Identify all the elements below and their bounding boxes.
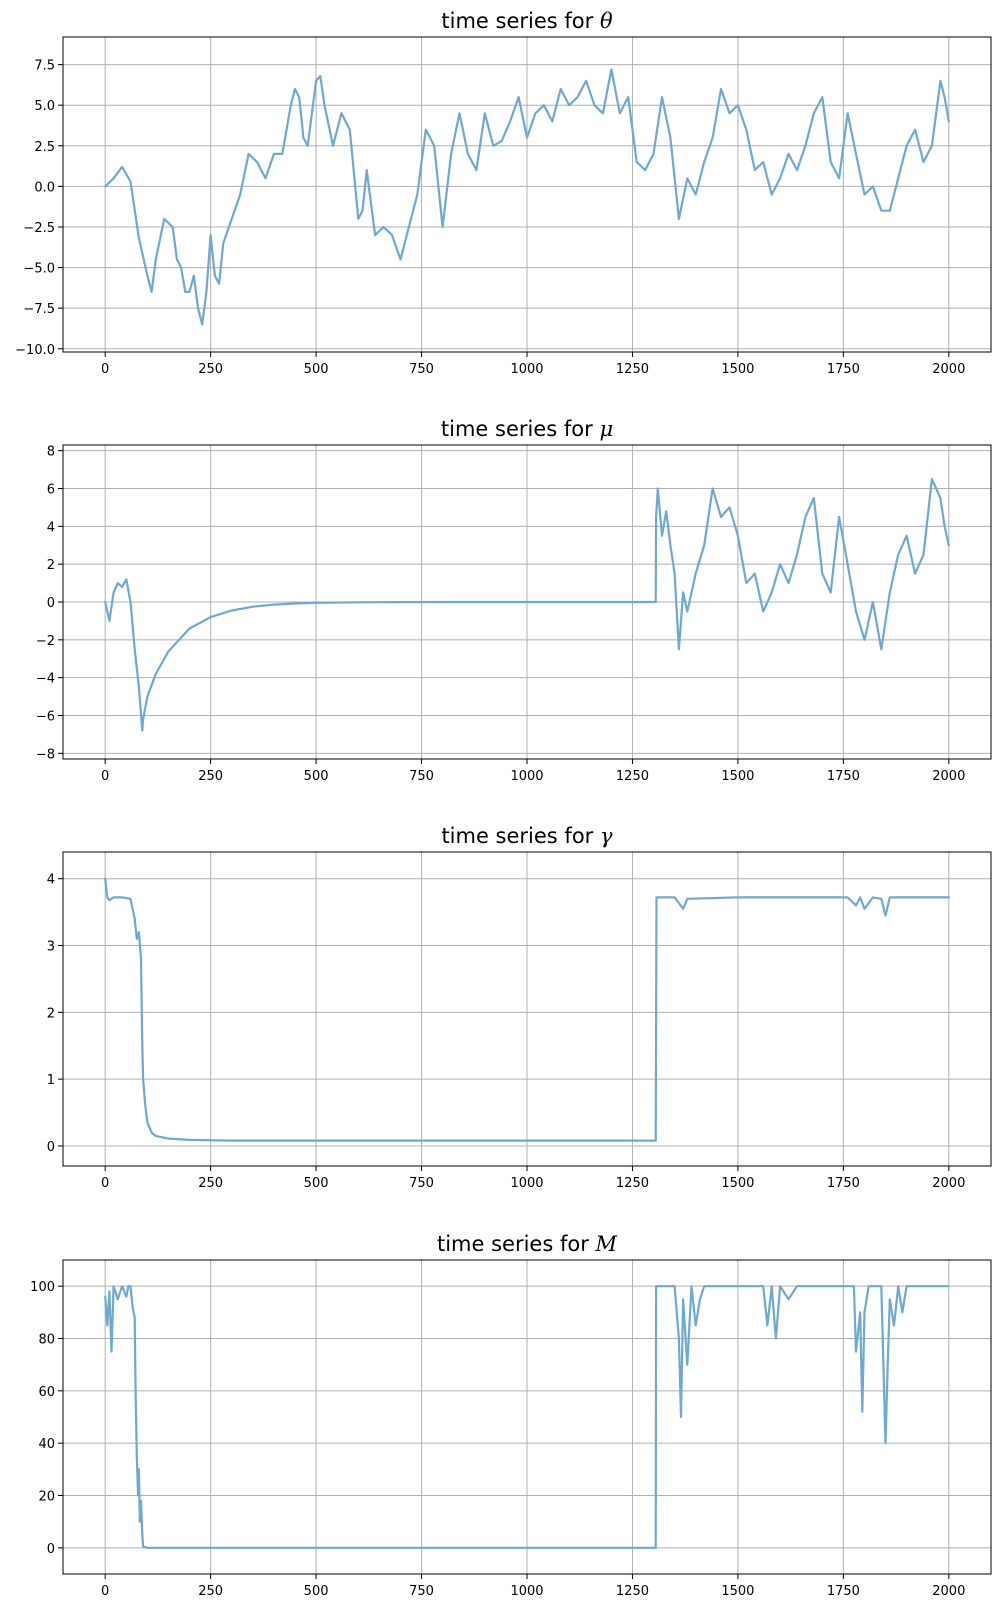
y-tick-label: 6 (47, 483, 55, 498)
x-tick-label: 750 (409, 362, 434, 377)
x-tick-label: 0 (101, 362, 109, 377)
chart-panel-1: 0 250 500 750 1000 1250 1500 1750 2000 −10.0 −7.5 −… (15, 9, 992, 377)
x-tick-label: 1000 (510, 1176, 543, 1191)
y-tick-label: 60 (38, 1385, 55, 1400)
y-tick-label: −7.5 (23, 302, 55, 317)
x-tick-label: 250 (198, 362, 223, 377)
x-tick-label: 250 (198, 1176, 223, 1191)
y-tick-label: −4 (36, 672, 55, 687)
y-tick-label: 7.5 (34, 59, 55, 74)
y-tick-label: −5.0 (23, 262, 55, 277)
chart-panel-4: 0 250 500 750 1000 1250 1500 1750 2000 0 20 40 60 80 1… (30, 1232, 992, 1599)
x-tick-label: 1000 (510, 1584, 543, 1599)
y-tick-label: 5.0 (34, 99, 55, 114)
y-tick-label: 4 (47, 873, 55, 888)
x-tick-label: 1500 (721, 362, 754, 377)
x-tick-label: 2000 (932, 362, 965, 377)
y-tick-label: −10.0 (15, 343, 55, 358)
chart-title-text: time series for (437, 1232, 596, 1256)
chart-title-symbol: μ (599, 417, 613, 441)
y-tick-label: 3 (47, 940, 55, 955)
y-tick-label: −2 (36, 634, 55, 649)
chart-title-symbol: γ (600, 824, 613, 848)
x-tick-label: 1500 (721, 1176, 754, 1191)
chart-title-symbol: M (595, 1232, 618, 1256)
x-tick-label: 1500 (721, 1584, 754, 1599)
x-tick-label: 1000 (510, 362, 543, 377)
y-tick-label: 2 (47, 558, 55, 573)
x-tick-label: 1250 (616, 362, 649, 377)
y-tick-label: 8 (47, 445, 55, 460)
chart-title-text: time series for (441, 824, 600, 848)
y-tick-label: 4 (47, 520, 55, 535)
x-tick-label: 1750 (827, 1584, 860, 1599)
y-tick-label: −8 (36, 747, 55, 762)
series-line (104, 68, 950, 326)
x-tick-label: 2000 (932, 1584, 965, 1599)
chart-title-text: time series for (441, 9, 600, 33)
x-tick-label: 2000 (932, 769, 965, 784)
x-tick-label: 750 (409, 1176, 434, 1191)
y-tick-label: 100 (30, 1280, 55, 1295)
chart-title: time series for θ (441, 9, 613, 33)
y-tick-label: −2.5 (23, 221, 55, 236)
x-tick-label: 1250 (616, 769, 649, 784)
y-tick-label: 0 (47, 1140, 55, 1155)
x-tick-label: 0 (101, 1176, 109, 1191)
x-tick-label: 1000 (510, 769, 543, 784)
x-tick-label: 500 (304, 769, 329, 784)
x-tick-label: 1750 (827, 1176, 860, 1191)
y-tick-label: 0 (47, 596, 55, 611)
x-tick-label: 1750 (827, 362, 860, 377)
y-tick-label: 20 (38, 1490, 55, 1505)
series-line (104, 877, 950, 1142)
chart-title-text: time series for (441, 417, 600, 441)
x-tick-label: 1750 (827, 769, 860, 784)
x-tick-label: 500 (304, 1176, 329, 1191)
y-tick-label: 2 (47, 1006, 55, 1021)
series-line (104, 1285, 950, 1549)
x-tick-label: 750 (409, 1584, 434, 1599)
chart-title: time series for M (437, 1232, 618, 1256)
y-tick-label: 1 (47, 1073, 55, 1088)
x-tick-label: 1250 (616, 1176, 649, 1191)
x-tick-label: 250 (198, 1584, 223, 1599)
chart-panel-2: 0 250 500 750 1000 1250 1500 1750 2000 −8 −6 −4 −2 0 2… (36, 417, 992, 784)
x-tick-label: 0 (101, 1584, 109, 1599)
y-tick-label: 0 (47, 1542, 55, 1557)
chart-panel-3: 0 250 500 750 1000 1250 1500 1750 2000 0 1 2 3 4 time … (47, 824, 992, 1191)
x-tick-label: 250 (198, 769, 223, 784)
chart-title: time series for μ (441, 417, 613, 441)
y-tick-label: 40 (38, 1437, 55, 1452)
x-tick-label: 2000 (932, 1176, 965, 1191)
series-line (104, 477, 950, 732)
x-tick-label: 750 (409, 769, 434, 784)
y-tick-label: 0.0 (34, 180, 55, 195)
y-tick-label: 2.5 (34, 140, 55, 155)
x-tick-label: 1250 (616, 1584, 649, 1599)
x-tick-label: 0 (101, 769, 109, 784)
y-tick-label: −6 (36, 709, 55, 724)
x-tick-label: 500 (304, 362, 329, 377)
x-tick-label: 1500 (721, 769, 754, 784)
chart-title-symbol: θ (600, 9, 613, 33)
chart-title: time series for γ (441, 824, 613, 848)
y-tick-label: 80 (38, 1333, 55, 1348)
x-tick-label: 500 (304, 1584, 329, 1599)
